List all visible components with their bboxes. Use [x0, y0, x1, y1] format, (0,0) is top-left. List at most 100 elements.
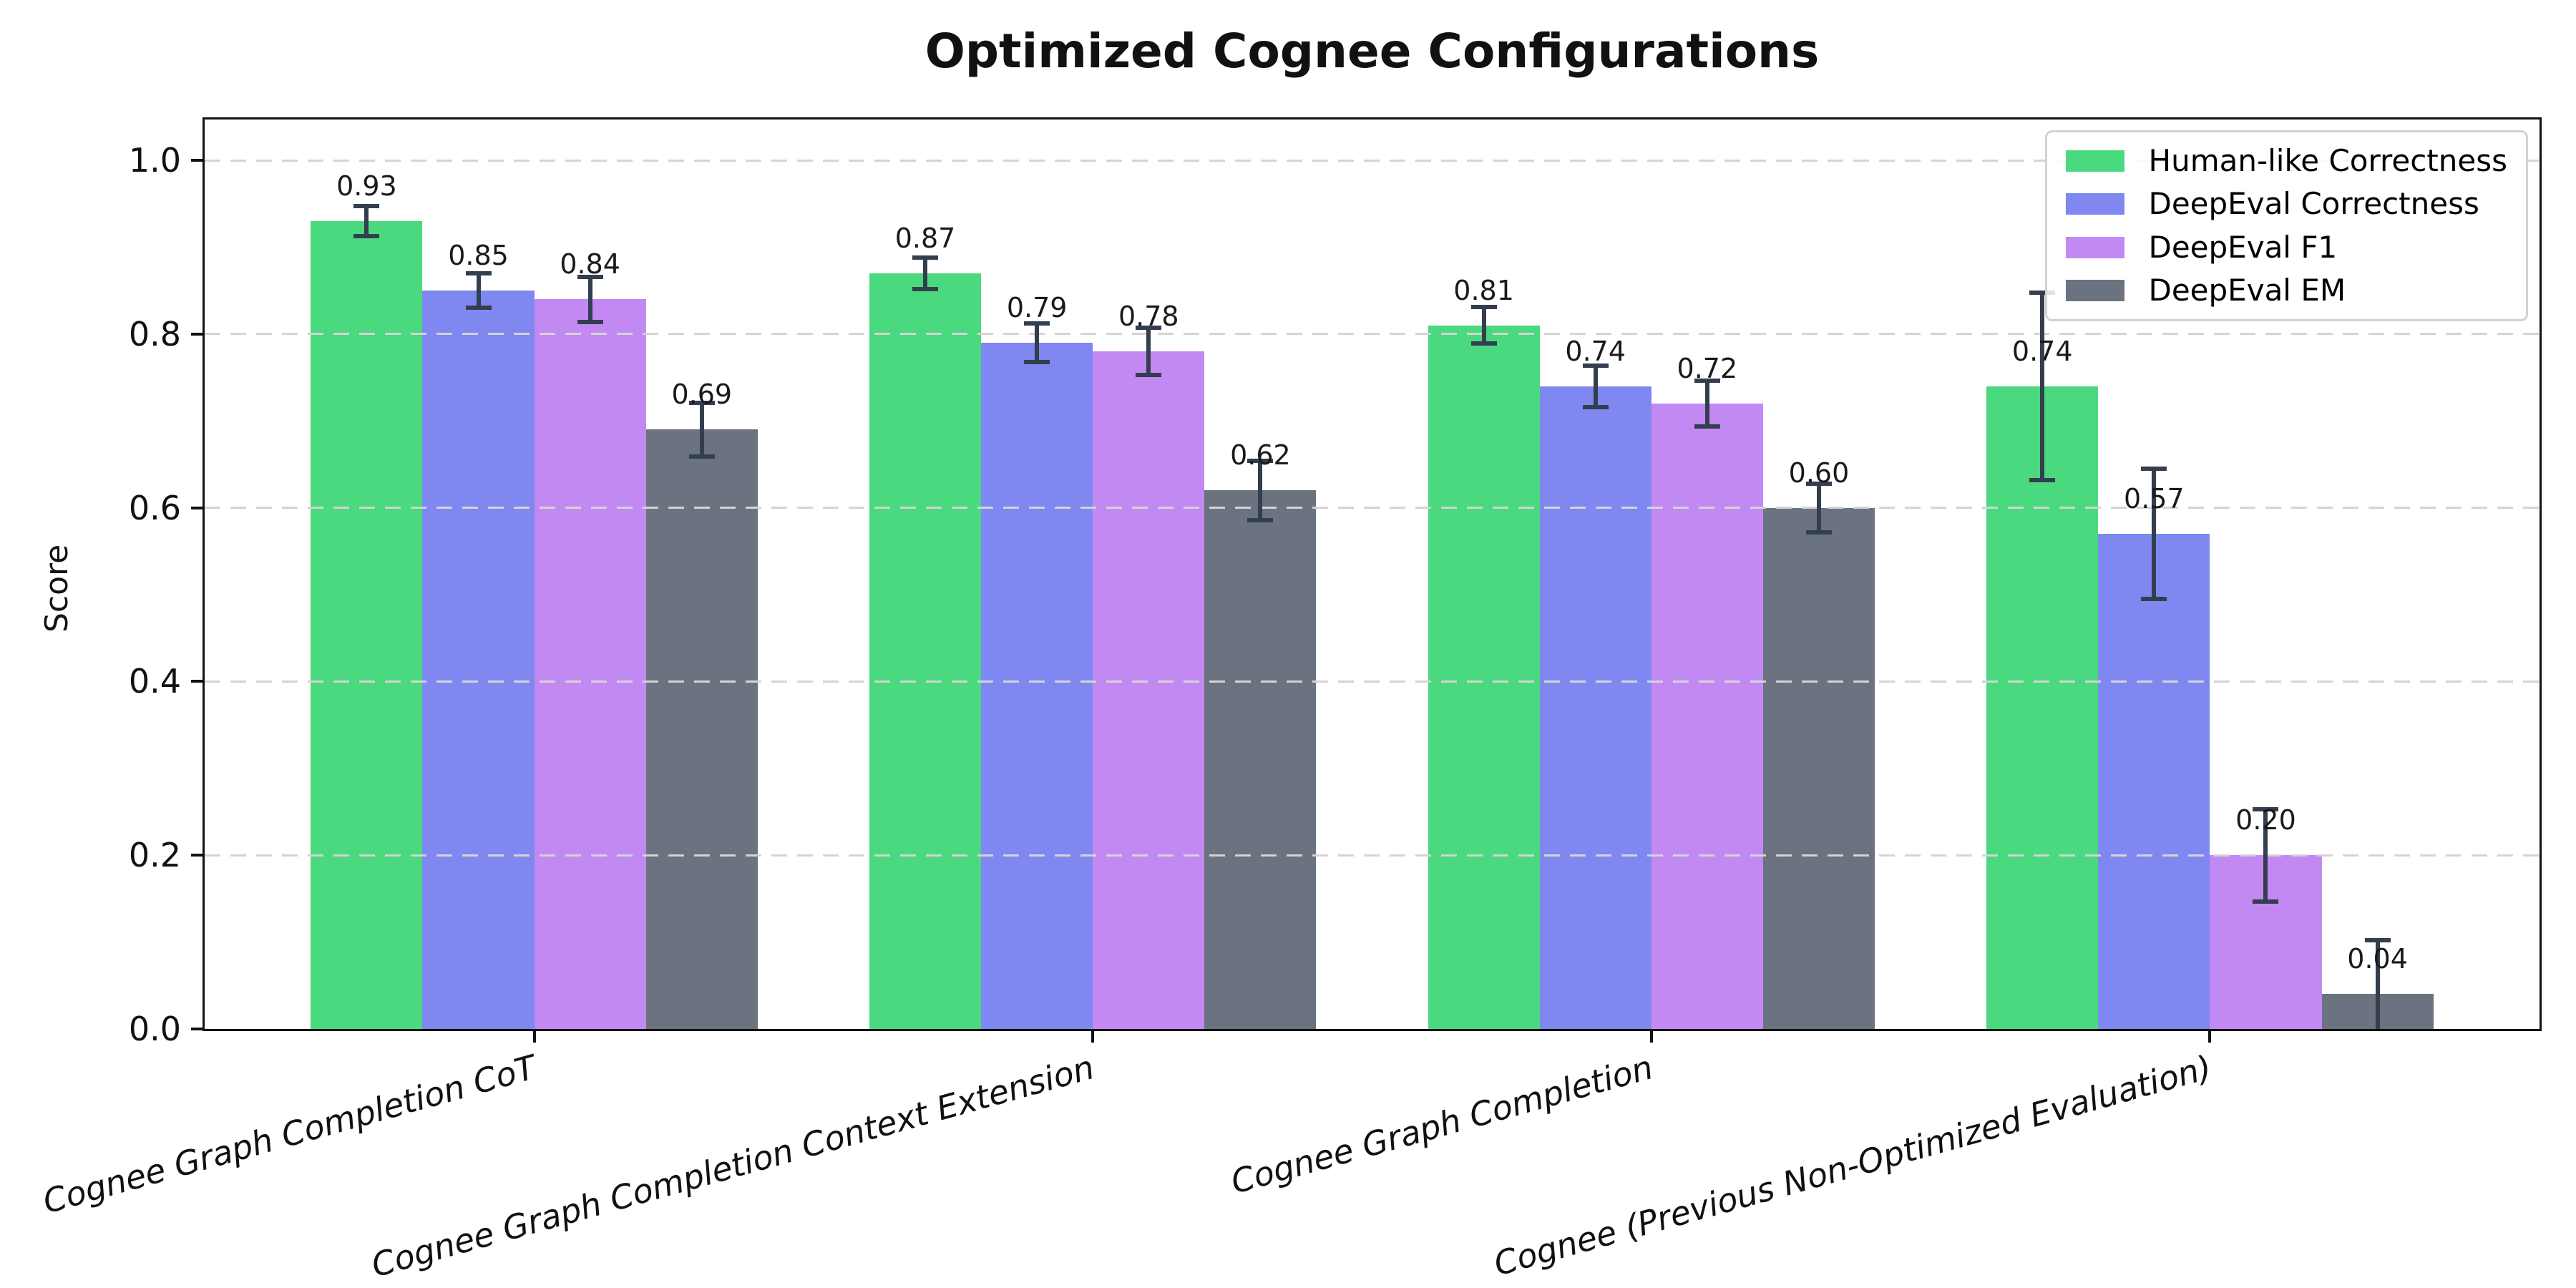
error-bar-cap — [2029, 290, 2056, 295]
error-bar-cap — [1247, 459, 1274, 464]
gridline — [205, 159, 2540, 162]
y-tick-mark — [191, 854, 203, 857]
error-bar-cap — [1694, 379, 1720, 384]
error-bar-cap — [912, 286, 938, 291]
bar-deepeval-f1-group3 — [1651, 403, 1763, 1029]
bar-value-label: 0.85 — [448, 240, 509, 272]
bar-value-label: 0.78 — [1118, 301, 1179, 333]
bar-value-label: 0.62 — [1230, 439, 1291, 472]
gridline — [205, 333, 2540, 336]
gridline — [205, 854, 2540, 857]
error-bar — [587, 276, 592, 322]
y-axis-label: Score — [39, 544, 75, 633]
bar-value-label: 0.69 — [671, 379, 733, 411]
error-bar-cap — [2253, 806, 2279, 811]
error-bar — [1258, 461, 1263, 520]
legend-item: DeepEval EM — [2065, 272, 2508, 308]
error-bar-cap — [1024, 321, 1050, 326]
error-bar-cap — [2141, 597, 2167, 602]
legend-label: Human-like Correctness — [2148, 143, 2508, 178]
y-tick-label: 1.0 — [128, 141, 181, 180]
x-tick-mark — [1649, 1031, 1653, 1043]
legend-swatch-icon — [2065, 150, 2124, 172]
error-bar — [2375, 940, 2380, 1029]
bar-human-like-correctness-group3 — [1428, 325, 1540, 1029]
gridline — [205, 507, 2540, 509]
legend-swatch-icon — [2065, 193, 2124, 215]
y-tick-mark — [191, 332, 203, 336]
bar-value-label: 0.60 — [1788, 457, 1850, 489]
y-tick-label: 0.8 — [128, 314, 181, 353]
bar-human-like-correctness-group4 — [1986, 386, 2099, 1029]
error-bar-cap — [688, 400, 715, 405]
error-bar-cap — [1805, 530, 1832, 535]
bar-deepeval-correctness-group2 — [981, 342, 1093, 1029]
x-tick-mark — [532, 1031, 536, 1043]
bar-value-label: 0.57 — [2124, 483, 2185, 515]
bar-deepeval-em-group1 — [645, 429, 758, 1029]
y-tick-mark — [191, 506, 203, 509]
gridline — [205, 680, 2540, 683]
y-tick-label: 0.6 — [128, 488, 181, 527]
error-bar — [1593, 365, 1598, 407]
error-bar-cap — [1247, 517, 1274, 522]
x-tick-label-group1: Cognee Graph Completion CoT — [38, 1048, 540, 1221]
bar-value-label: 0.93 — [336, 170, 397, 203]
bar-value-label: 0.74 — [2011, 335, 2073, 367]
error-bar-cap — [577, 274, 603, 279]
error-bar-cap — [465, 270, 492, 275]
bar-value-label: 0.20 — [2235, 804, 2296, 836]
bar-deepeval-correctness-group3 — [1539, 386, 1652, 1029]
error-bar-cap — [465, 306, 492, 311]
error-bar — [1704, 381, 1709, 426]
bar-deepeval-correctness-group1 — [422, 291, 535, 1029]
error-bar-cap — [2141, 467, 2167, 471]
error-bar-cap — [1582, 404, 1609, 409]
bar-value-label: 0.04 — [2347, 943, 2408, 975]
error-bar — [2263, 809, 2268, 902]
plot-area: 0.93 0.87 0.81 0.74 0.85 0.79 0.74 0.57 0.84 0.78… — [203, 117, 2542, 1031]
error-bar-cap — [2253, 899, 2279, 904]
bar-deepeval-em-group3 — [1762, 507, 1875, 1029]
bar-deepeval-f1-group2 — [1093, 351, 1205, 1029]
error-bar — [699, 402, 704, 457]
bar-deepeval-em-group2 — [1204, 490, 1317, 1029]
error-bar-cap — [912, 255, 938, 260]
error-bar — [476, 273, 481, 308]
bar-value-label: 0.72 — [1677, 352, 1738, 384]
y-tick-mark — [191, 159, 203, 162]
y-tick-label: 0.0 — [128, 1010, 181, 1048]
error-bar-cap — [1470, 341, 1497, 346]
legend-item: DeepEval Correctness — [2065, 186, 2508, 222]
error-bar — [1816, 483, 1821, 532]
error-bar — [2040, 292, 2045, 480]
error-bar — [364, 206, 369, 236]
bar-human-like-correctness-group2 — [869, 273, 982, 1029]
error-bar-cap — [577, 319, 603, 324]
legend-swatch-icon — [2065, 236, 2124, 258]
chart-title: Optimized Cognee Configurations — [924, 24, 1820, 79]
legend-item: DeepEval F1 — [2065, 230, 2508, 265]
bar-value-label: 0.87 — [894, 222, 956, 254]
error-bar — [2152, 469, 2157, 600]
legend-item: Human-like Correctness — [2065, 143, 2508, 178]
legend-label: DeepEval EM — [2148, 272, 2346, 308]
error-bar — [1146, 328, 1151, 375]
error-bar-cap — [688, 454, 715, 459]
error-bar — [1481, 307, 1486, 344]
legend-label: DeepEval Correctness — [2148, 186, 2479, 222]
error-bar-cap — [1136, 326, 1162, 331]
y-tick-label: 0.4 — [128, 662, 181, 701]
y-tick-mark — [191, 680, 203, 683]
error-bar-cap — [1470, 305, 1497, 310]
bar-deepeval-correctness-group4 — [2098, 534, 2210, 1029]
error-bar-cap — [1136, 372, 1162, 377]
bar-deepeval-f1-group1 — [534, 299, 646, 1029]
error-bar-cap — [1582, 363, 1609, 368]
legend: Human-like Correctness DeepEval Correctne… — [2044, 130, 2528, 322]
bar-value-label: 0.84 — [560, 248, 620, 280]
x-tick-mark — [2208, 1031, 2212, 1043]
bar-value-label: 0.74 — [1565, 335, 1626, 367]
error-bar-cap — [1024, 359, 1050, 364]
